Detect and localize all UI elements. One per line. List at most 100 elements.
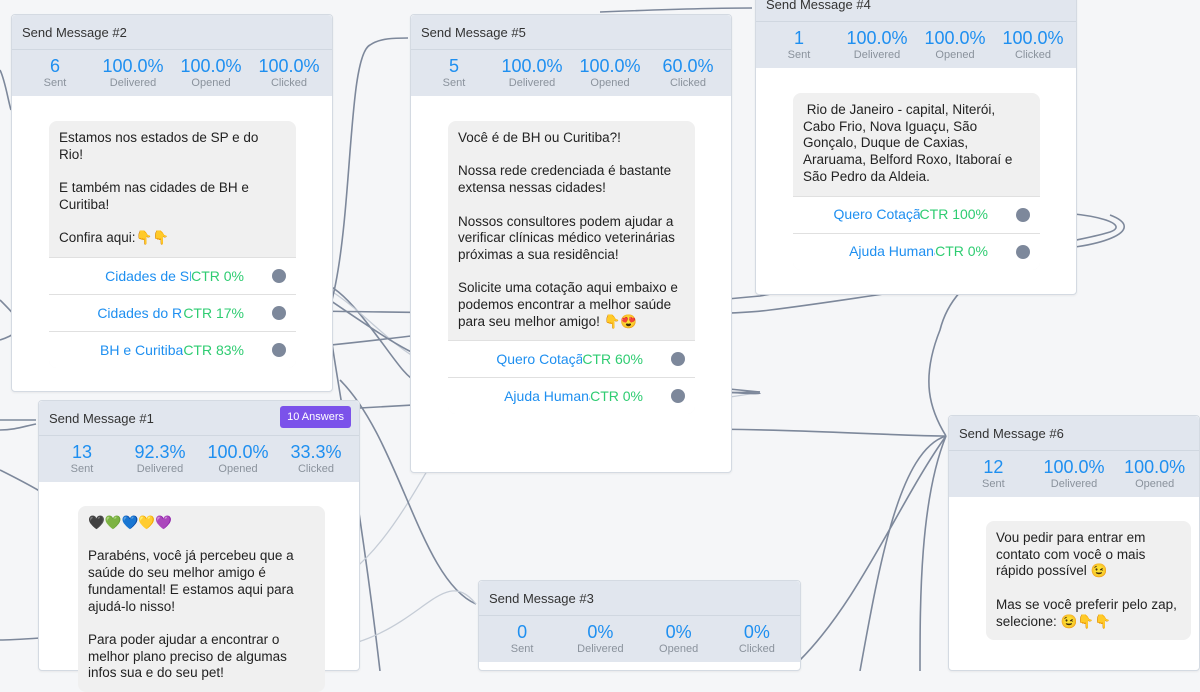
message-bubble: Estamos nos estados de SP e do Rio! E ta… (49, 121, 296, 368)
stat-delivered: 100.0% (1043, 457, 1105, 477)
button-label: Cidades de SP (105, 267, 192, 284)
node-header[interactable]: Send Message #3 (479, 581, 800, 616)
ctr-label: CTR 83% (183, 341, 244, 358)
stat-label: Delivered (136, 463, 184, 475)
stat-label: Delivered (1050, 478, 1098, 490)
stat-opened: 100.0% (207, 442, 269, 462)
stat-label: Clicked (669, 77, 707, 89)
quick-reply-button[interactable]: Cidades do RioCTR 17% (49, 293, 296, 331)
quick-reply-button[interactable]: Quero Cotação CTR 100% (793, 195, 1040, 233)
message-text: Você é de BH ou Curitiba?! Nossa rede cr… (458, 130, 678, 329)
quick-reply-button[interactable]: Quero Cotação CTR 60% (448, 340, 695, 378)
stat-label: Opened (659, 643, 699, 655)
button-label: Ajuda Humana 🙋 (849, 243, 935, 260)
stat-label: Delivered (853, 49, 901, 61)
stat-sent: 13 (71, 442, 93, 462)
button-label: Quero Cotação (496, 351, 583, 368)
node-stats: 13 Sent 92.3% Delivered 100.0% Opened 33.3%… (39, 436, 359, 482)
quick-reply-button[interactable]: Ajuda Humana 🙋CTR 0% (448, 377, 695, 415)
stat-opened: 0% (665, 622, 692, 642)
wire (599, 7, 753, 13)
output-port[interactable] (671, 352, 685, 367)
node-send-message-6[interactable]: Send Message #6 12 Sent 100.0% Delivered 1… (948, 415, 1200, 671)
node-header[interactable]: Send Message #5 (411, 15, 731, 50)
answers-badge[interactable]: 10 Answers (280, 406, 351, 428)
stat-opened: 100.0% (180, 56, 242, 76)
stat-label: Delivered (577, 643, 624, 655)
stat-sent: 1 (793, 28, 804, 48)
node-stats: 1 Sent 100.0% Delivered 100.0% Opened 100.0… (756, 22, 1076, 68)
node-title: Send Message #3 (489, 590, 594, 606)
message-text: 🖤💚💙💛💜 Parabéns, você já percebeu que a s… (88, 515, 294, 681)
stat-label: Sent (43, 77, 67, 89)
node-stats: 5 Sent 100.0% Delivered 100.0% Opened 60.0%… (411, 50, 731, 96)
button-label: BH e Curitiba (100, 341, 184, 358)
button-label: Cidades do Rio (97, 304, 183, 321)
stat-sent: 6 (49, 56, 60, 76)
ctr-label: CTR 0% (935, 243, 988, 260)
stat-clicked: 100.0% (1002, 28, 1064, 48)
stat-label: Sent (510, 643, 534, 655)
quick-reply-button[interactable]: BH e Curitiba CTR 83% (49, 330, 296, 368)
message-text: Estamos nos estados de SP e do Rio! E ta… (59, 130, 259, 246)
output-port[interactable] (1016, 207, 1030, 222)
ctr-label: CTR 60% (582, 351, 643, 368)
wire (859, 435, 947, 671)
stat-clicked: 0% (743, 622, 770, 642)
stat-label: Opened (1135, 478, 1175, 490)
stat-label: Clicked (270, 77, 308, 89)
output-port[interactable] (272, 268, 286, 283)
stat-delivered: 92.3% (134, 442, 186, 462)
button-label: Ajuda Humana 🙋 (504, 388, 590, 405)
stat-label: Clicked (297, 463, 335, 475)
stat-label: Clicked (738, 643, 775, 655)
stat-label: Opened (191, 77, 231, 89)
node-send-message-3[interactable]: Send Message #3 0 Sent 0% Delivered 0% Open… (478, 580, 801, 671)
stat-delivered: 0% (587, 622, 614, 642)
ctr-label: CTR 0% (590, 388, 643, 405)
stat-label: Clicked (1014, 49, 1052, 61)
node-header[interactable]: Send Message #2 (12, 15, 332, 50)
stat-opened: 100.0% (924, 28, 986, 48)
stat-label: Opened (935, 49, 975, 61)
stat-clicked: 100.0% (258, 56, 320, 76)
node-header[interactable]: Send Message #6 (949, 416, 1199, 451)
wire (0, 69, 12, 111)
node-header[interactable]: Send Message #4 (756, 0, 1076, 22)
stat-label: Sent (982, 478, 1005, 490)
node-stats: 12 Sent 100.0% Delivered 100.0% Opened (949, 451, 1199, 497)
quick-reply-button[interactable]: Cidades de SP CTR 0% (49, 256, 296, 294)
stat-label: Sent (787, 49, 811, 61)
stat-sent: 5 (448, 56, 459, 76)
output-port[interactable] (272, 305, 286, 320)
ctr-label: CTR 17% (183, 304, 244, 321)
node-title: Send Message #4 (766, 0, 871, 12)
message-bubble: Rio de Janeiro - capital, Niterói, Cabo … (793, 93, 1040, 270)
output-port[interactable] (272, 342, 286, 357)
output-port[interactable] (671, 389, 685, 404)
node-header[interactable]: Send Message #1 10 Answers (39, 401, 359, 436)
stat-label: Sent (70, 463, 94, 475)
wire (799, 435, 947, 661)
stat-label: Delivered (508, 77, 556, 89)
node-title: Send Message #2 (22, 24, 127, 40)
wire (0, 419, 37, 431)
node-send-message-2[interactable]: Send Message #2 6 Sent 100.0% Delivered 10… (11, 14, 333, 392)
stat-sent: 0 (517, 622, 528, 642)
stat-clicked: 60.0% (662, 56, 714, 76)
stat-delivered: 100.0% (102, 56, 164, 76)
stat-delivered: 100.0% (501, 56, 563, 76)
output-port[interactable] (1016, 244, 1030, 259)
wire (339, 379, 477, 605)
node-send-message-5[interactable]: Send Message #5 5 Sent 100.0% Delivered 10… (410, 14, 732, 473)
stat-clicked: 33.3% (290, 442, 342, 462)
node-send-message-4[interactable]: Send Message #4 1 Sent 100.0% Delivered 10… (755, 0, 1077, 295)
wire (919, 435, 947, 671)
message-text: Rio de Janeiro - capital, Niterói, Cabo … (803, 102, 1017, 184)
stat-label: Opened (218, 463, 258, 475)
node-send-message-1[interactable]: Send Message #1 10 Answers 13 Sent 92.3% De… (38, 400, 360, 692)
ctr-label: CTR 0% (191, 267, 244, 284)
node-stats: 6 Sent 100.0% Delivered 100.0% Opened 100.0… (12, 50, 332, 96)
stat-label: Opened (590, 77, 630, 89)
quick-reply-button[interactable]: Ajuda Humana 🙋CTR 0% (793, 232, 1040, 270)
